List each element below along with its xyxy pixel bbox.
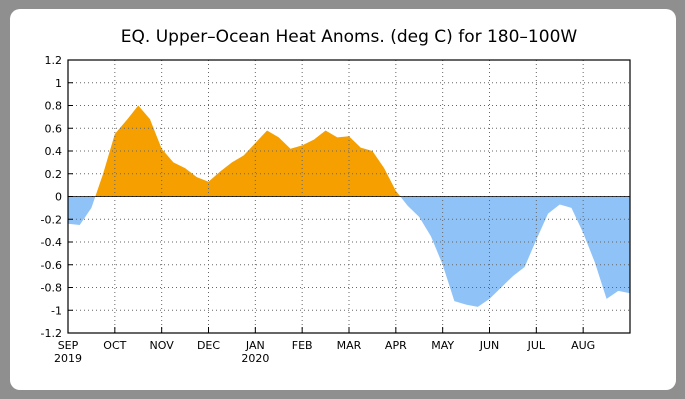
x-tick-label: MAR xyxy=(337,339,362,352)
x-tick-label: OCT xyxy=(103,339,126,352)
y-tick-label: -0.2 xyxy=(41,213,62,226)
x-tick-label: APR xyxy=(385,339,407,352)
plot-frame xyxy=(67,59,631,334)
x-tick-label: MAY xyxy=(431,339,454,352)
y-tick-label: 0.2 xyxy=(45,168,63,181)
year-label: 2019 xyxy=(54,352,82,365)
y-tick-label: 0.6 xyxy=(45,122,63,135)
panel xyxy=(10,9,676,390)
y-tick-label: 0.4 xyxy=(45,145,63,158)
y-tick-label: 1.2 xyxy=(45,54,63,67)
x-tick-label: JUL xyxy=(527,339,546,352)
y-tick-label: -0.6 xyxy=(41,259,62,272)
chart-title: EQ. Upper–Ocean Heat Anoms. (deg C) for … xyxy=(121,27,578,47)
x-tick-label: FEB xyxy=(292,339,313,352)
y-tick-label: -1.2 xyxy=(41,327,62,340)
y-tick-label: -1 xyxy=(51,304,62,317)
x-tick-label: AUG xyxy=(571,339,595,352)
x-tick-label: JUN xyxy=(479,339,500,352)
y-tick-label: -0.4 xyxy=(41,236,62,249)
y-tick-label: 1 xyxy=(55,77,62,90)
y-tick-label: 0.8 xyxy=(45,100,63,113)
year-label: 2020 xyxy=(241,352,269,365)
x-tick-label: NOV xyxy=(150,339,175,352)
y-tick-label: -0.8 xyxy=(41,282,62,295)
x-tick-label: DEC xyxy=(197,339,220,352)
x-tick-label: SEP xyxy=(58,339,79,352)
x-tick-label: JAN xyxy=(245,339,265,352)
y-tick-label: 0 xyxy=(55,191,62,204)
